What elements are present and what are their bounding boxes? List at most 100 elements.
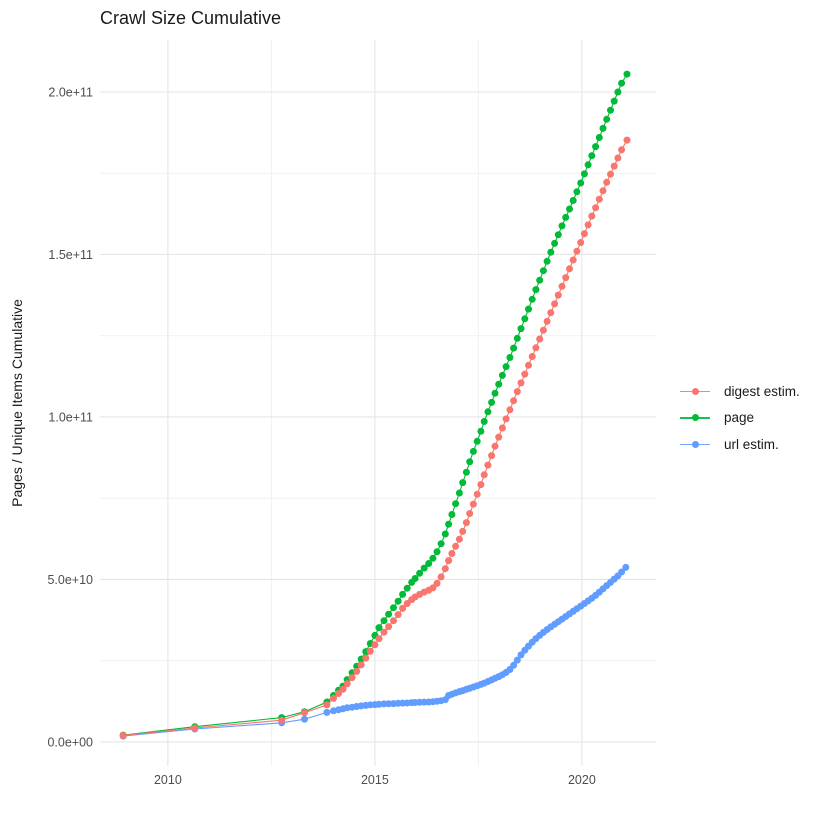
data-point: [539, 267, 547, 275]
data-point: [366, 647, 374, 655]
data-point: [510, 661, 518, 669]
data-point: [420, 564, 428, 572]
data-point: [455, 535, 463, 543]
data-point: [394, 611, 402, 619]
series-points-digest-estim-: [119, 136, 631, 739]
data-point: [445, 557, 453, 565]
data-point: [385, 623, 393, 631]
data-point: [577, 179, 585, 187]
data-point: [323, 701, 331, 709]
legend-label-digest: digest estim.: [724, 383, 800, 399]
data-point: [580, 170, 588, 178]
data-point: [403, 584, 411, 592]
legend-item-url: url estim.: [678, 433, 779, 455]
data-point: [278, 716, 286, 724]
data-point: [371, 641, 379, 649]
data-point: [562, 274, 570, 282]
data-point: [416, 569, 424, 577]
data-point: [429, 584, 437, 592]
y-tick-label: 1.5e+11: [48, 248, 93, 262]
data-point: [566, 205, 573, 213]
data-point: [477, 481, 485, 489]
y-tick-label: 0.0e+00: [47, 735, 93, 749]
data-point: [495, 380, 503, 388]
data-point: [380, 628, 388, 636]
data-point: [433, 579, 441, 587]
data-point: [610, 162, 618, 170]
data-point: [543, 257, 551, 265]
data-point: [441, 530, 449, 538]
data-point: [521, 315, 529, 323]
data-point: [614, 88, 622, 96]
data-point: [433, 548, 441, 556]
y-axis-tick-labels: 0.0e+00 5.0e+10 1.0e+11 1.5e+11 2.0e+11: [47, 85, 93, 749]
data-point: [584, 221, 592, 229]
data-point: [510, 344, 518, 352]
data-point: [323, 708, 331, 716]
data-point: [622, 563, 630, 571]
chart-title: Crawl Size Cumulative: [100, 8, 282, 28]
data-point: [577, 239, 585, 246]
data-point: [536, 335, 544, 343]
data-point: [480, 471, 488, 479]
data-point: [473, 437, 481, 445]
data-point: [330, 694, 337, 702]
data-point: [618, 146, 626, 154]
data-point: [517, 651, 525, 659]
data-point: [375, 635, 383, 643]
legend-label-url: url estim.: [724, 436, 779, 452]
data-point: [588, 212, 596, 220]
data-point: [301, 709, 308, 717]
data-point: [513, 334, 521, 342]
data-point: [390, 617, 397, 625]
data-point: [375, 624, 383, 632]
data-point: [488, 452, 496, 460]
data-point: [584, 161, 592, 169]
data-point: [375, 700, 383, 708]
data-point: [353, 667, 361, 675]
data-point: [521, 370, 529, 378]
data-point: [462, 519, 470, 527]
legend-point-icon: [691, 414, 699, 421]
data-point: [437, 573, 445, 581]
data-point: [394, 597, 402, 605]
data-point: [623, 70, 631, 78]
legend-key-digest: [678, 384, 712, 398]
y-tick-label: 5.0e+10: [47, 573, 93, 587]
data-point: [495, 433, 503, 441]
data-point: [301, 715, 308, 723]
series-points-page: [119, 70, 631, 739]
data-point: [513, 388, 521, 396]
data-point: [491, 442, 499, 450]
data-point: [466, 458, 474, 466]
data-point: [573, 247, 581, 255]
data-point: [385, 700, 393, 708]
gridlines-minor: [100, 40, 656, 766]
data-point: [477, 427, 485, 435]
data-point: [385, 610, 393, 618]
data-point: [380, 617, 388, 625]
data-point: [390, 604, 397, 612]
data-point: [445, 520, 453, 528]
y-axis-title: Pages / Unique Items Cumulative: [9, 299, 25, 507]
data-point: [506, 354, 514, 361]
x-tick-label: 2010: [154, 773, 182, 787]
data-point: [506, 406, 514, 414]
data-point: [539, 326, 547, 334]
data-point: [498, 371, 506, 379]
data-point: [437, 540, 445, 548]
data-point: [469, 500, 477, 508]
data-point: [119, 732, 127, 739]
data-point: [525, 361, 532, 369]
data-point: [517, 325, 525, 333]
data-point: [343, 680, 351, 688]
data-point: [502, 415, 510, 423]
data-point: [399, 590, 407, 598]
data-point: [532, 286, 540, 294]
data-point: [607, 170, 614, 178]
data-point: [595, 134, 603, 141]
y-tick-label: 2.0e+11: [48, 85, 93, 99]
data-point: [469, 447, 477, 455]
